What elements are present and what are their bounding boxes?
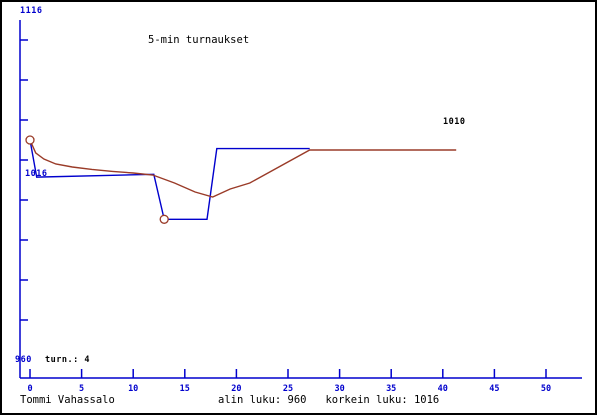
lowest-point-marker: [159, 214, 169, 224]
x-axis-tick-label: 30: [334, 384, 344, 394]
tournament-count-label: turn.: 4: [45, 355, 90, 365]
x-axis-tick-label: 10: [128, 384, 138, 394]
highest-point-marker: [25, 135, 35, 145]
chart-title: 5-min turnaukset: [148, 34, 250, 46]
start-value-label: 1016: [25, 169, 48, 179]
x-axis-tick-label: 40: [438, 384, 448, 394]
x-axis-tick-label: 25: [283, 384, 293, 394]
x-axis-tick-label: 45: [489, 384, 499, 394]
x-axis-tick-label: 0: [27, 384, 32, 394]
stats-summary: alin luku: 960 korkein luku: 1016: [218, 394, 440, 406]
y-max-label: 1116: [20, 6, 43, 16]
x-axis-tick-label: 5: [79, 384, 84, 394]
x-axis-tick-label: 15: [180, 384, 190, 394]
x-axis-tick-label: 35: [386, 384, 396, 394]
y-min-label: 960: [15, 355, 32, 365]
player-name: Tommi Vahassalo: [20, 394, 115, 406]
rating-line: [29, 139, 310, 221]
average-line: [29, 139, 457, 198]
x-axis-tick-label: 50: [541, 384, 551, 394]
final-value-label: 1010: [443, 117, 466, 127]
x-axis-tick-label: 20: [231, 384, 241, 394]
